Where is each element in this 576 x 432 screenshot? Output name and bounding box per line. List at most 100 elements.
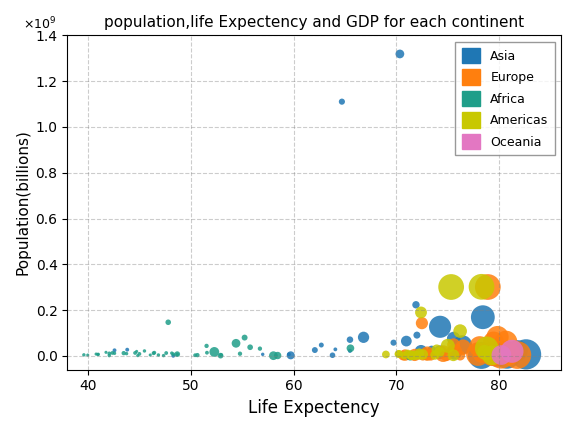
Point <box>406 352 415 359</box>
Point <box>381 351 391 358</box>
Point <box>450 349 459 356</box>
Point <box>395 51 404 57</box>
Point <box>202 343 211 349</box>
Point <box>505 350 514 357</box>
Point <box>488 351 497 358</box>
Point <box>105 350 114 357</box>
Point <box>217 352 226 359</box>
Point <box>400 352 410 359</box>
Point <box>346 336 355 343</box>
Point <box>458 341 467 348</box>
Point <box>513 347 522 354</box>
Point <box>521 351 530 358</box>
Point <box>389 339 398 346</box>
Point <box>418 351 427 358</box>
Point <box>458 344 468 351</box>
Point <box>338 98 347 105</box>
Point <box>473 351 483 358</box>
Point <box>456 327 465 334</box>
Y-axis label: Population(billions): Population(billions) <box>15 130 30 276</box>
Point <box>415 349 424 356</box>
Point <box>210 349 219 356</box>
Point <box>411 352 420 359</box>
Point <box>489 339 498 346</box>
Point <box>400 352 409 359</box>
Point <box>415 352 424 359</box>
Point <box>216 352 225 359</box>
Text: $\times10^9$: $\times10^9$ <box>23 16 56 32</box>
Point <box>191 352 200 359</box>
Point <box>346 347 355 354</box>
Point <box>173 351 182 358</box>
Point <box>328 352 337 359</box>
Point <box>101 349 111 356</box>
Point <box>492 351 502 358</box>
Point <box>435 323 445 330</box>
Legend: Asia, Europe, Africa, Americas, Oceania: Asia, Europe, Africa, Americas, Oceania <box>455 41 555 156</box>
Point <box>487 352 497 359</box>
Point <box>438 350 448 357</box>
Point <box>395 350 404 357</box>
Point <box>488 350 498 357</box>
Point <box>169 353 178 359</box>
Point <box>169 351 178 358</box>
Point <box>255 345 264 352</box>
Point <box>490 350 499 357</box>
Point <box>173 351 182 358</box>
Point <box>417 320 426 327</box>
Point <box>507 348 517 355</box>
Point <box>135 350 144 357</box>
Point <box>513 352 522 359</box>
Point <box>497 351 506 358</box>
Point <box>92 351 101 358</box>
Point <box>159 352 168 359</box>
X-axis label: Life Expectency: Life Expectency <box>248 399 380 417</box>
Point <box>423 350 432 357</box>
Point <box>483 283 492 290</box>
Point <box>482 345 491 352</box>
Point <box>394 351 403 358</box>
Point <box>346 345 355 352</box>
Point <box>493 334 502 340</box>
Point <box>443 343 452 349</box>
Point <box>108 349 117 356</box>
Point <box>79 351 89 358</box>
Point <box>411 352 420 359</box>
Point <box>430 352 439 359</box>
Point <box>133 352 142 359</box>
Point <box>317 342 326 349</box>
Point <box>123 346 132 353</box>
Point <box>273 352 282 359</box>
Point <box>502 352 511 359</box>
Point <box>359 334 368 341</box>
Point <box>164 319 173 326</box>
Point <box>131 349 140 356</box>
Point <box>449 352 458 359</box>
Point <box>410 352 419 359</box>
Point <box>435 349 444 356</box>
Point <box>93 351 103 358</box>
Point <box>202 349 211 356</box>
Point <box>258 351 267 358</box>
Point <box>451 347 460 354</box>
Point <box>412 332 422 339</box>
Title: population,life Expectency and GDP for each continent: population,life Expectency and GDP for e… <box>104 15 524 30</box>
Point <box>162 349 171 356</box>
Point <box>150 349 159 356</box>
Point <box>446 283 456 290</box>
Point <box>418 353 427 359</box>
Point <box>146 352 155 359</box>
Point <box>422 351 431 358</box>
Point <box>94 351 103 358</box>
Point <box>411 302 420 308</box>
Point <box>285 351 294 358</box>
Point <box>122 350 131 357</box>
Point <box>140 347 149 354</box>
Point <box>435 349 445 356</box>
Point <box>416 348 426 355</box>
Point <box>407 352 416 359</box>
Point <box>492 349 502 356</box>
Point <box>407 352 416 359</box>
Point <box>132 348 141 355</box>
Point <box>427 346 436 353</box>
